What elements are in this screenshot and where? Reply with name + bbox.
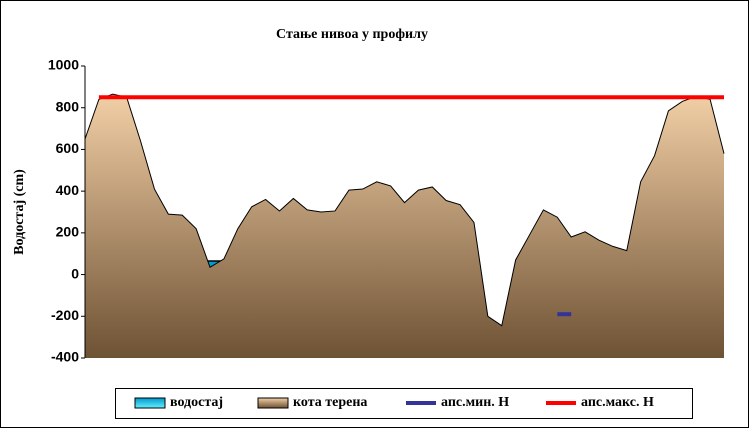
y-tick-label: 800	[56, 98, 80, 114]
legend-label: апс.мин. H	[441, 395, 509, 410]
y-tick-label: -200	[51, 307, 79, 323]
y-tick-label: 400	[56, 182, 80, 198]
legend-swatch	[134, 397, 166, 409]
chart-title: Стање нивоа у профилу	[276, 27, 428, 42]
legend-label: кота терена	[293, 395, 367, 410]
y-tick-label: 200	[56, 224, 80, 240]
y-tick-label: 0	[71, 265, 79, 281]
legend-label: апс.макс. H	[581, 395, 654, 410]
y-tick-label: 1000	[48, 57, 79, 73]
y-tick-label: 600	[56, 140, 80, 156]
terrain-line	[84, 93, 725, 327]
legend	[115, 388, 693, 419]
legend-swatch	[257, 397, 289, 409]
legend-label: водостај	[170, 395, 223, 410]
y-tick-label: -400	[51, 349, 79, 365]
terrain-area	[85, 94, 724, 359]
y-axis-label: Водостај (cm)	[12, 169, 27, 255]
